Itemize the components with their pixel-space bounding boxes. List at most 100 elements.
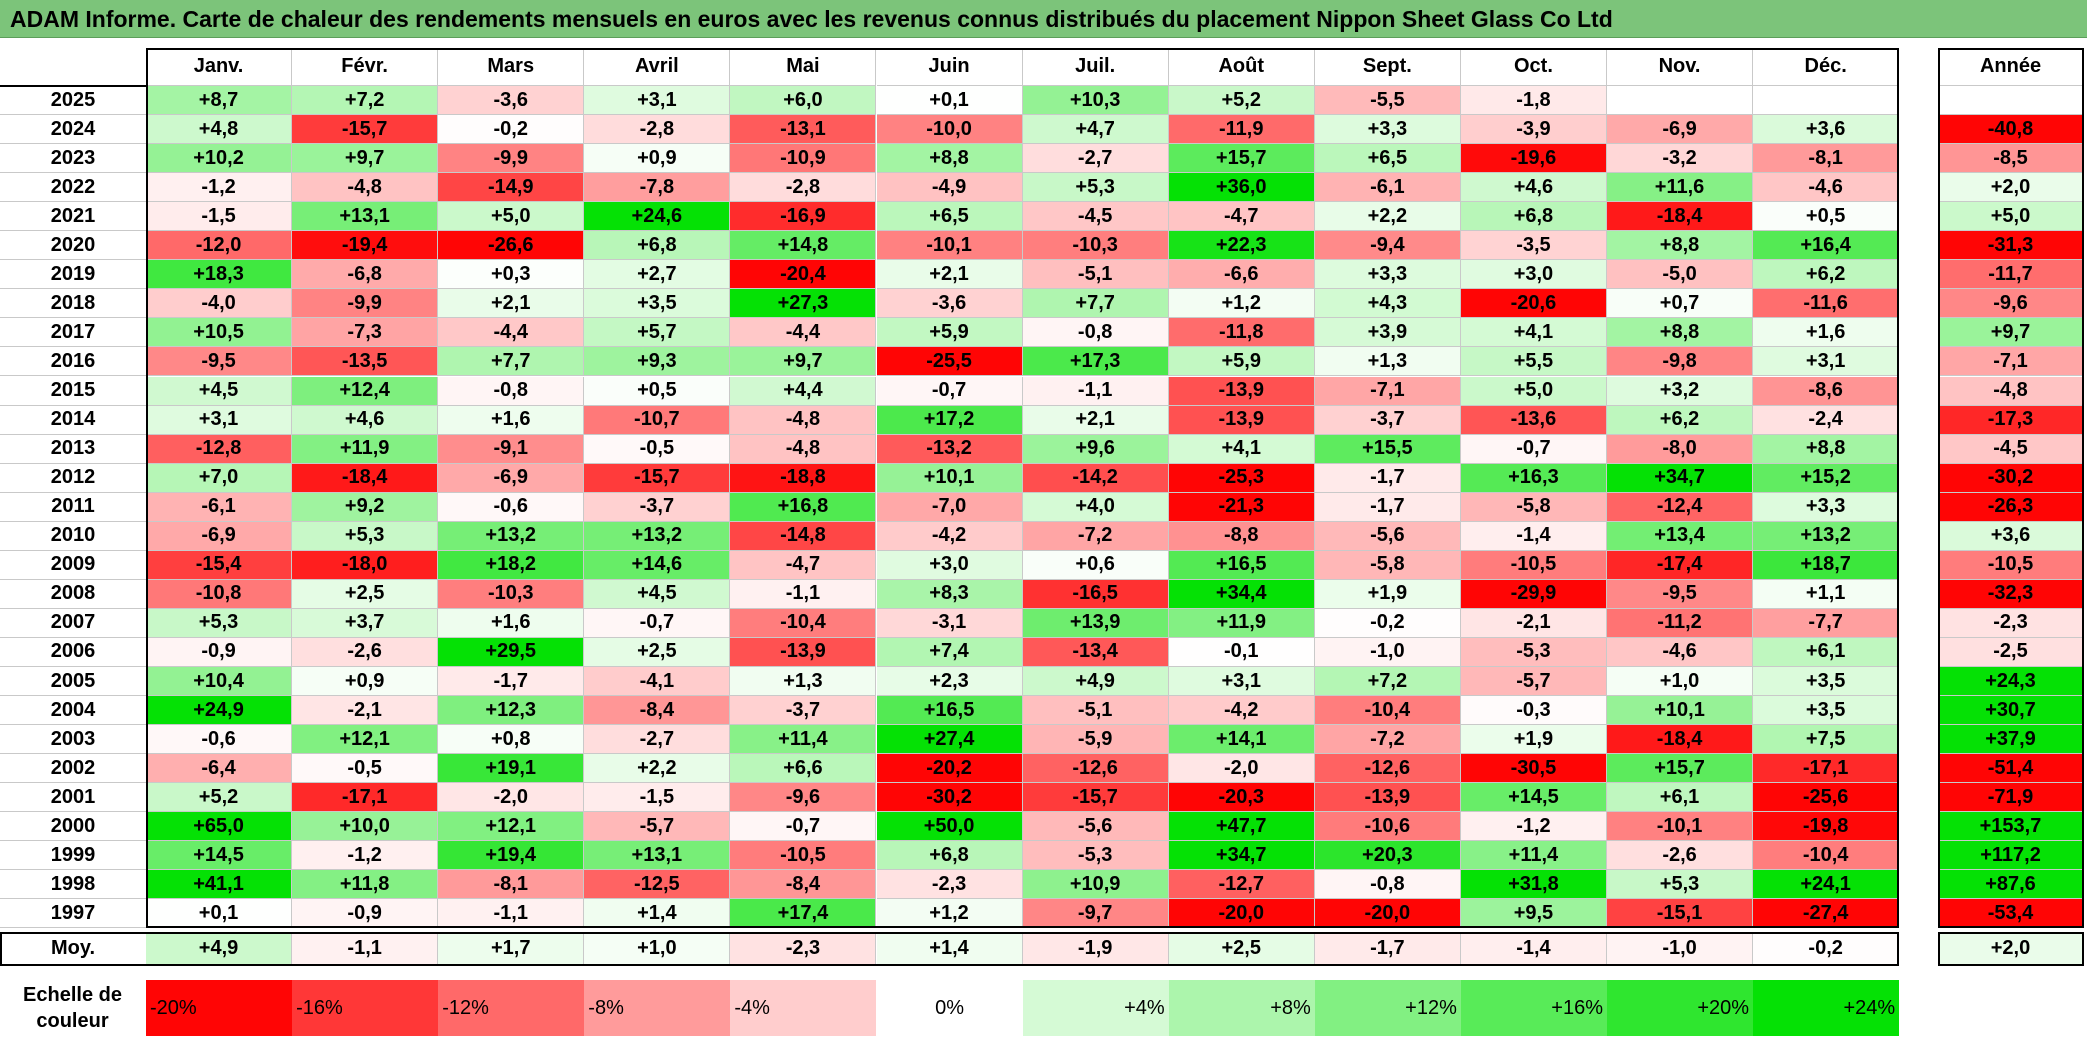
heatmap-cell: -10,5 <box>730 841 877 871</box>
heatmap-cell: -17,4 <box>1607 550 1754 580</box>
heatmap-cell: +5,3 <box>1607 870 1754 900</box>
year-label: 2020 <box>0 231 146 261</box>
heatmap-cell: -5,5 <box>1314 86 1461 116</box>
heatmap-cell: +11,9 <box>1168 608 1315 638</box>
heatmap-cell: +0,8 <box>438 725 585 755</box>
heatmap-cell: -14,8 <box>730 521 877 551</box>
heatmap-cell: -5,3 <box>1460 637 1607 667</box>
heatmap-cell: +4,1 <box>1460 318 1607 348</box>
heatmap-cell: +6,6 <box>730 754 877 784</box>
heatmap-cell: +15,5 <box>1314 434 1461 464</box>
heatmap-cell: -7,2 <box>1022 521 1169 551</box>
heatmap-cell: -13,9 <box>1168 376 1315 406</box>
heatmap-cell: -2,7 <box>1022 144 1169 174</box>
heatmap-cell: -3,1 <box>876 608 1023 638</box>
heatmap-cell: -2,8 <box>584 115 731 145</box>
heatmap-cell: -9,6 <box>730 783 877 813</box>
heatmap-cell: +9,3 <box>584 347 731 377</box>
color-scale-step: +16% <box>1460 980 1607 1036</box>
heatmap-cell: +4,9 <box>1022 667 1169 697</box>
annual-cell: -2,5 <box>1938 637 2084 667</box>
heatmap-cell: +5,3 <box>292 521 439 551</box>
heatmap-cell: +34,7 <box>1168 841 1315 871</box>
heatmap-cell: -0,7 <box>1460 434 1607 464</box>
heatmap-cell: +16,8 <box>730 492 877 522</box>
heatmap-cell: +9,7 <box>292 144 439 174</box>
heatmap-cell: +13,2 <box>438 521 585 551</box>
heatmap-cell: -10,3 <box>438 579 585 609</box>
heatmap-cell: -9,8 <box>1607 347 1754 377</box>
heatmap-cell: -0,6 <box>146 725 293 755</box>
heatmap-cell: -4,5 <box>1022 202 1169 232</box>
heatmap-cell: +20,3 <box>1314 841 1461 871</box>
annual-cell <box>1938 86 2084 116</box>
heatmap-cell: +15,7 <box>1607 754 1754 784</box>
annual-cell: -7,1 <box>1938 347 2084 377</box>
heatmap-cell: -19,8 <box>1753 812 1900 842</box>
heatmap-cell: -2,1 <box>1460 608 1607 638</box>
heatmap-cell: -8,0 <box>1607 434 1754 464</box>
year-label: 2014 <box>0 406 146 435</box>
heatmap-cell: -3,7 <box>1314 405 1461 435</box>
heatmap-cell: -25,3 <box>1168 463 1315 493</box>
heatmap-cell: +11,4 <box>1460 841 1607 871</box>
heatmap-cell: +9,5 <box>1460 899 1607 929</box>
heatmap-cell: -11,8 <box>1168 318 1315 348</box>
year-label: 2012 <box>0 464 146 493</box>
heatmap-cell <box>1753 86 1900 116</box>
heatmap-cell: +27,3 <box>730 289 877 319</box>
heatmap-cell: -8,8 <box>1168 521 1315 551</box>
month-header: Août <box>1168 48 1315 86</box>
heatmap-cell: +9,7 <box>730 347 877 377</box>
heatmap-cell: -5,8 <box>1314 550 1461 580</box>
heatmap-cell: +1,2 <box>1168 289 1315 319</box>
heatmap-cell: -26,6 <box>438 231 585 261</box>
heatmap-cell: +13,2 <box>1753 521 1900 551</box>
heatmap-cell: -21,3 <box>1168 492 1315 522</box>
heatmap-cell: -5,7 <box>584 812 731 842</box>
average-label: Moy. <box>0 932 146 967</box>
heatmap-cell: +2,2 <box>584 754 731 784</box>
heatmap-cell: -7,2 <box>1314 725 1461 755</box>
heatmap-cell: +4,4 <box>730 376 877 406</box>
heatmap-cell: -5,1 <box>1022 260 1169 290</box>
heatmap-cell: +1,3 <box>1314 347 1461 377</box>
heatmap-cell: -4,7 <box>1168 202 1315 232</box>
heatmap-cell: -5,6 <box>1314 521 1461 551</box>
heatmap-cell: -7,0 <box>876 492 1023 522</box>
heatmap-cell: +4,8 <box>146 115 293 145</box>
heatmap-cell: -7,1 <box>1314 376 1461 406</box>
annual-cell: -53,4 <box>1938 899 2084 929</box>
heatmap-cell: -4,7 <box>730 550 877 580</box>
heatmap-cell: -10,1 <box>876 231 1023 261</box>
heatmap-cell: -8,1 <box>438 870 585 900</box>
average-cell: +2,5 <box>1168 932 1315 967</box>
heatmap-cell: +13,1 <box>292 202 439 232</box>
heatmap-cell: -1,7 <box>1314 463 1461 493</box>
heatmap-cell: -0,9 <box>292 899 439 929</box>
average-cell: +1,4 <box>876 932 1023 967</box>
heatmap-cell: +3,1 <box>584 86 731 116</box>
heatmap-cell: -25,6 <box>1753 783 1900 813</box>
heatmap-cell: -13,1 <box>730 115 877 145</box>
heatmap-cell: +0,5 <box>584 376 731 406</box>
heatmap-cell: +1,4 <box>584 899 731 929</box>
year-label: 2000 <box>0 812 146 842</box>
heatmap-cell: -14,9 <box>438 173 585 203</box>
heatmap-cell: -5,6 <box>1022 812 1169 842</box>
heatmap-cell: -0,2 <box>438 115 585 145</box>
heatmap-cell: -10,9 <box>730 144 877 174</box>
year-label: 2008 <box>0 580 146 609</box>
heatmap-cell: -13,5 <box>292 347 439 377</box>
heatmap-cell: +16,3 <box>1460 463 1607 493</box>
annual-cell: -71,9 <box>1938 783 2084 813</box>
title-bar: ADAM Informe. Carte de chaleur des rende… <box>0 0 2087 38</box>
heatmap-cell: +19,4 <box>438 841 585 871</box>
heatmap-cell: -15,4 <box>146 550 293 580</box>
heatmap-cell: -10,8 <box>146 579 293 609</box>
color-scale-step: +20% <box>1607 980 1754 1036</box>
average-cell: -1,4 <box>1460 932 1607 967</box>
heatmap-cell: -8,6 <box>1753 376 1900 406</box>
color-scale-step: -12% <box>438 980 585 1036</box>
heatmap-cell: -20,3 <box>1168 783 1315 813</box>
